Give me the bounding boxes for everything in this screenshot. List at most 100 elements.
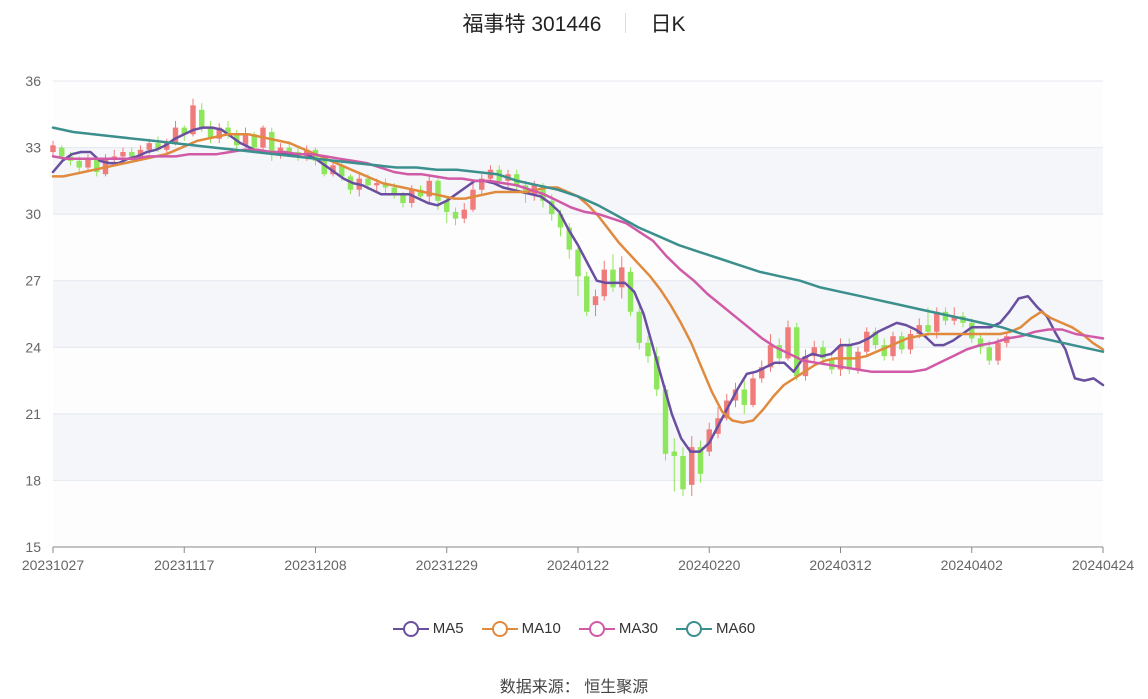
legend-swatch <box>392 620 429 637</box>
candle-body <box>942 311 949 321</box>
candle-body <box>251 134 257 148</box>
candle-body <box>146 143 152 150</box>
legend-label: MA30 <box>618 620 659 637</box>
candle-body <box>400 194 406 204</box>
candle-body <box>794 327 800 377</box>
plot-band <box>53 147 1103 215</box>
candle-body <box>864 331 870 352</box>
candle-body <box>680 456 686 490</box>
legend-item-ma30[interactable]: MA30 <box>578 620 659 637</box>
candle-body <box>137 149 144 157</box>
y-tick-label: 21 <box>25 406 41 422</box>
legend-label: MA5 <box>432 620 464 637</box>
legend-item-ma5[interactable]: MA5 <box>392 620 464 637</box>
candle-body <box>881 345 887 357</box>
candle-body <box>610 269 616 288</box>
candle-body <box>829 358 835 370</box>
candle-body <box>181 127 187 135</box>
chart-period: 日K <box>650 13 686 36</box>
y-tick-label: 36 <box>25 73 41 89</box>
candle-body <box>339 165 345 177</box>
candle-body <box>452 211 459 219</box>
candle-body <box>470 189 476 210</box>
candle-body <box>365 178 371 186</box>
candle-body <box>216 127 222 139</box>
candle-body <box>969 322 975 339</box>
candle-body <box>120 152 126 157</box>
x-tick-label: 20231208 <box>284 557 347 573</box>
legend-circle-icon <box>686 620 703 637</box>
candle-body <box>575 249 581 277</box>
candle-body <box>977 338 984 348</box>
candle-body <box>190 105 196 135</box>
candle-body <box>671 451 677 457</box>
ma-line-ma30 <box>51 148 1105 373</box>
candle-body <box>461 209 467 219</box>
y-tick-label: 24 <box>25 339 41 355</box>
candle-body <box>584 276 590 312</box>
chart-legend: MA5 MA10 MA30 MA60 <box>0 620 1148 637</box>
candle-body <box>207 127 214 139</box>
source-label: 数据来源： <box>499 679 580 696</box>
candle-body <box>269 132 275 155</box>
candle-body <box>619 267 625 288</box>
x-tick-label: 20240402 <box>941 557 1004 573</box>
y-tick-label: 15 <box>25 539 41 555</box>
candle-body <box>785 327 791 359</box>
candle-body <box>549 200 555 215</box>
legend-item-ma10[interactable]: MA10 <box>481 620 561 637</box>
y-tick-label: 30 <box>25 206 41 222</box>
candle-body <box>50 145 56 153</box>
legend-swatch <box>481 620 518 637</box>
candle-body <box>890 336 896 357</box>
plot-band <box>53 413 1103 481</box>
candle-body <box>820 347 826 359</box>
candle-body <box>94 158 100 172</box>
candle-body <box>374 183 380 186</box>
candle-body <box>391 187 397 195</box>
source-value: 恒生聚源 <box>584 679 649 696</box>
candle-body <box>417 189 424 197</box>
y-tick-label: 18 <box>25 472 41 488</box>
candle-body <box>627 271 634 312</box>
candle-body <box>129 152 135 157</box>
candle-body <box>645 342 651 357</box>
x-tick-label: 20240424 <box>1072 557 1135 573</box>
candle-body <box>321 160 327 175</box>
plot-band <box>53 347 1103 414</box>
legend-item-ma60[interactable]: MA60 <box>676 620 755 637</box>
x-tick-label: 20240312 <box>809 557 872 573</box>
legend-label: MA60 <box>716 620 756 637</box>
data-source: 数据来源： 恒生聚源 <box>0 673 1148 697</box>
candle-body <box>164 143 170 150</box>
candle-body <box>85 158 91 168</box>
candle-body <box>382 183 389 188</box>
candle-body <box>855 351 861 370</box>
plot-band <box>53 480 1103 547</box>
candle-body <box>802 356 809 377</box>
candle-body <box>986 347 992 361</box>
legend-label: MA10 <box>521 620 561 637</box>
candle-body <box>426 180 432 197</box>
candle-body <box>592 296 599 306</box>
candle-body <box>741 389 747 405</box>
candle-body <box>767 345 774 368</box>
candle-body <box>654 356 660 390</box>
candle-body <box>435 180 441 201</box>
chart-title-row: 福事特 301446 日K <box>0 8 1148 38</box>
x-tick-label: 20240122 <box>547 557 610 573</box>
candle-body <box>199 109 205 128</box>
candle-body <box>242 134 249 146</box>
candle-body <box>995 342 1001 361</box>
title-separator <box>625 13 627 33</box>
x-tick-label: 20231027 <box>22 557 85 573</box>
candle-body <box>155 143 161 150</box>
y-tick-label: 33 <box>25 140 41 156</box>
candle-body <box>566 227 572 250</box>
candle-body <box>916 325 922 334</box>
legend-circle-icon <box>402 620 419 637</box>
candle-body <box>925 325 931 332</box>
candle-body <box>662 389 669 454</box>
candle-body <box>286 147 292 153</box>
